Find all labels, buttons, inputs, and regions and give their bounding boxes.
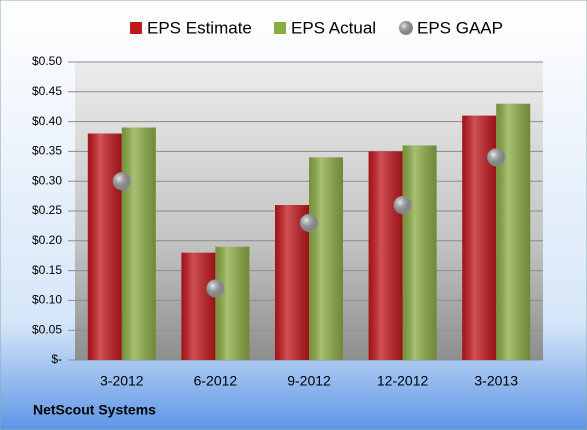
point-shine xyxy=(206,279,225,298)
bar-shine xyxy=(215,246,250,360)
point-shine xyxy=(300,213,318,232)
footer: NetScout Systems xyxy=(33,402,156,418)
x-tick-label: 9-2012 xyxy=(287,373,331,389)
y-tick-label: $- xyxy=(51,352,62,366)
y-tick-label: $0.35 xyxy=(32,144,62,158)
legend-swatch-shine xyxy=(399,21,413,35)
x-tick-label: 3-2012 xyxy=(100,373,144,389)
y-tick-label: $0.30 xyxy=(32,173,62,187)
y-tick-label: $0.50 xyxy=(32,54,62,68)
y-tick-label: $0.15 xyxy=(32,263,62,277)
y-tick-label: $0.05 xyxy=(32,322,62,336)
x-tick-label: 3-2013 xyxy=(474,373,518,389)
bar-shine xyxy=(368,151,403,360)
legend-label: EPS Actual xyxy=(291,18,376,37)
bar-shine xyxy=(121,127,156,360)
x-tick-label: 12-2012 xyxy=(377,373,429,389)
legend-label: EPS GAAP xyxy=(417,18,503,37)
bar-shine xyxy=(181,252,216,360)
y-tick-label: $0.40 xyxy=(32,114,62,128)
y-tick-label: $0.25 xyxy=(32,203,62,217)
bar-shine xyxy=(496,103,531,360)
bar-shine xyxy=(309,157,343,360)
bar-shine xyxy=(275,205,309,360)
point-shine xyxy=(393,196,412,215)
point-shine xyxy=(112,172,131,191)
point-shine xyxy=(487,148,506,167)
y-tick-label: $0.45 xyxy=(32,84,62,98)
y-tick-label: $0.20 xyxy=(32,233,62,247)
legend-swatch xyxy=(130,22,142,34)
legend-swatch xyxy=(274,22,286,34)
y-tick-label: $0.10 xyxy=(32,293,62,307)
bar-shine xyxy=(402,145,437,360)
bar-shine xyxy=(87,133,122,360)
legend-label: EPS Estimate xyxy=(147,18,252,37)
x-tick-label: 6-2012 xyxy=(194,373,238,389)
